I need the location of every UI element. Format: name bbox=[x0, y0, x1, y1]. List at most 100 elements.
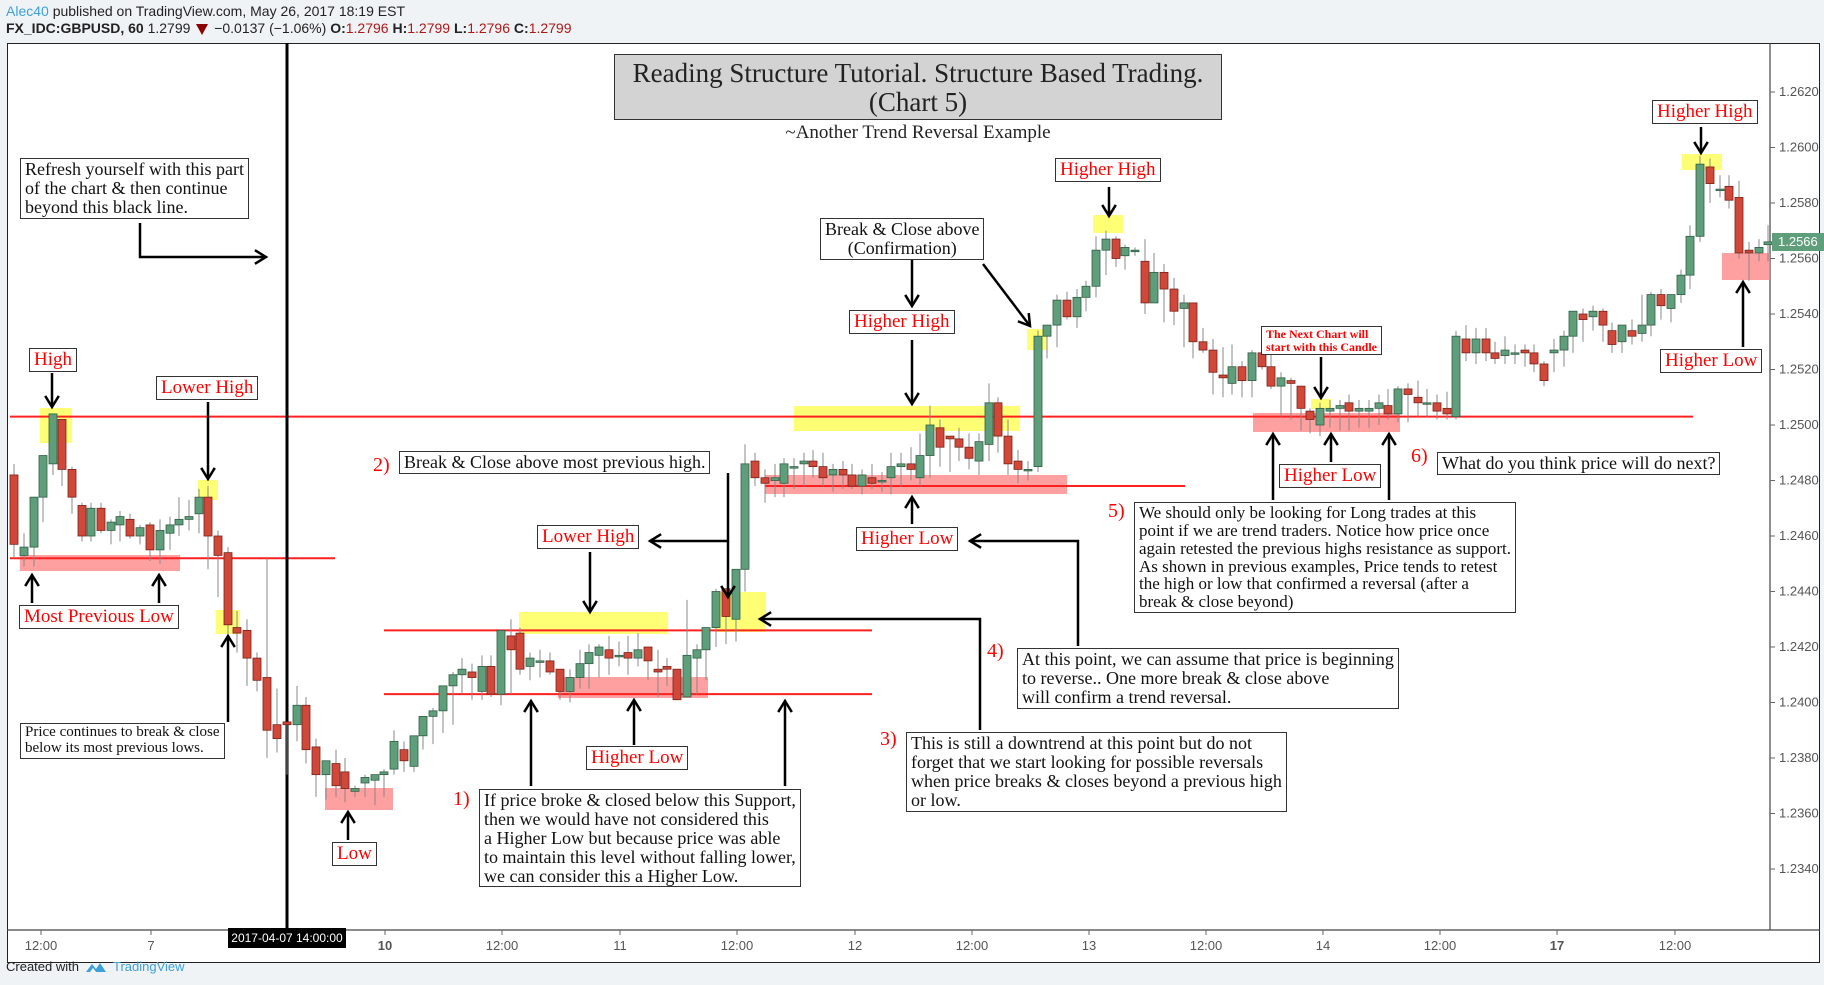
bearish-candle bbox=[1490, 352, 1500, 359]
bullish-candle bbox=[1033, 335, 1043, 468]
title-line-1: Reading Structure Tutorial. Structure Ba… bbox=[632, 58, 1204, 88]
bullish-candle bbox=[877, 480, 887, 483]
bearish-candle bbox=[1539, 363, 1549, 382]
bearish-candle bbox=[838, 468, 848, 476]
bullish-candle bbox=[1588, 310, 1598, 318]
price-tick-label: 1.2560 bbox=[1779, 251, 1819, 266]
bearish-candle bbox=[1003, 435, 1013, 465]
time-tick-label: 12:00 bbox=[486, 938, 519, 953]
support-zone bbox=[1253, 413, 1400, 432]
bearish-candle bbox=[1403, 388, 1413, 395]
bullish-candle bbox=[457, 668, 467, 676]
bullish-candle bbox=[731, 568, 741, 620]
bearish-candle bbox=[486, 666, 496, 695]
bullish-candle bbox=[682, 654, 692, 698]
author-link[interactable]: Alec40 bbox=[6, 3, 49, 19]
bearish-candle bbox=[545, 660, 555, 673]
bearish-candle bbox=[1013, 460, 1023, 470]
bearish-candle bbox=[232, 627, 242, 634]
bearish-candle bbox=[760, 477, 770, 484]
highlight-zone bbox=[1311, 399, 1331, 409]
bearish-candle bbox=[1111, 238, 1121, 259]
bullish-candle bbox=[19, 546, 29, 556]
bullish-candle bbox=[496, 629, 506, 695]
label-higher-low-2: Higher Low bbox=[1279, 464, 1382, 488]
chart-subtitle: ~Another Trend Reversal Example bbox=[785, 122, 1051, 143]
publish-text: published on TradingView.com, May 26, 20… bbox=[52, 3, 405, 19]
label-higher-low-3: Higher Low bbox=[1660, 349, 1763, 373]
bearish-candle bbox=[145, 524, 155, 551]
bearish-candle bbox=[340, 771, 350, 789]
bearish-candle bbox=[1286, 380, 1296, 384]
bullish-candle bbox=[350, 788, 360, 792]
bullish-candle bbox=[692, 649, 702, 659]
break-close-confirmation-note: Break & Close above (Confirmation) bbox=[820, 218, 985, 260]
bullish-candle bbox=[1335, 405, 1345, 409]
bearish-candle bbox=[604, 649, 614, 659]
bullish-candle bbox=[1500, 349, 1510, 357]
bullish-candle bbox=[1754, 246, 1764, 254]
bullish-candle bbox=[633, 649, 643, 659]
time-tick-label: 12:00 bbox=[721, 938, 754, 953]
arrow-lower-high-left bbox=[200, 402, 216, 482]
bullish-candle bbox=[29, 496, 39, 548]
label-lower-high-mid: Lower High bbox=[537, 525, 640, 549]
bearish-candle bbox=[301, 704, 311, 751]
label-lower-high-left: Lower High bbox=[156, 376, 259, 400]
bearish-candle bbox=[847, 474, 857, 487]
last-price: 1.2799 bbox=[147, 20, 191, 36]
down-triangle-icon bbox=[196, 23, 209, 35]
highlight-zone bbox=[1093, 215, 1123, 233]
step-4-number: 4) bbox=[987, 640, 1004, 662]
bearish-candle bbox=[399, 749, 409, 762]
support-zone bbox=[325, 788, 393, 810]
arrow-confirm-diagonal bbox=[982, 263, 1032, 328]
crosshair-time-label: 2017-04-07 14:00:00 bbox=[228, 928, 346, 948]
symbol: FX_IDC:GBPUSD, 60 bbox=[6, 20, 144, 36]
arrow-most-prev-low-1 bbox=[24, 572, 40, 603]
arrow-lower-high-mid-down bbox=[582, 552, 598, 615]
bearish-candle bbox=[1432, 402, 1442, 412]
arrow-note1-right bbox=[777, 698, 793, 786]
time-tick-label: 12:00 bbox=[1190, 938, 1223, 953]
bearish-candle bbox=[311, 746, 321, 776]
bullish-candle bbox=[1676, 274, 1686, 295]
price-tick-label: 1.2400 bbox=[1779, 695, 1819, 710]
bearish-candle bbox=[1442, 407, 1452, 415]
bullish-candle bbox=[1374, 402, 1384, 409]
created-with-text: Created with bbox=[6, 959, 79, 974]
arrow-note3 bbox=[757, 611, 982, 730]
bearish-candle bbox=[1188, 302, 1198, 343]
price-tick-label: 1.2380 bbox=[1779, 750, 1819, 765]
bullish-candle bbox=[1042, 324, 1052, 337]
time-tick-label: 13 bbox=[1082, 938, 1096, 953]
bullish-candle bbox=[1510, 352, 1520, 355]
bearish-candle bbox=[1198, 341, 1208, 351]
step-3-number: 3) bbox=[880, 728, 897, 750]
arrow-break-close-down bbox=[720, 541, 736, 600]
label-most-previous-low: Most Previous Low bbox=[19, 605, 179, 629]
bullish-candle bbox=[1315, 407, 1325, 426]
arrow-high bbox=[44, 373, 60, 410]
bearish-candle bbox=[1461, 338, 1471, 354]
price-tick-label: 1.2500 bbox=[1779, 417, 1819, 432]
tradingview-link[interactable]: TradingView bbox=[112, 959, 185, 974]
step-6-number: 6) bbox=[1411, 445, 1428, 467]
time-tick-label: 7 bbox=[147, 938, 154, 953]
next-chart-note: The Next Chart will start with this Cand… bbox=[1261, 326, 1383, 356]
bullish-candle bbox=[184, 516, 194, 520]
bearish-candle bbox=[262, 677, 272, 731]
bullish-candle bbox=[292, 704, 302, 726]
bearish-candle bbox=[1734, 197, 1744, 254]
bearish-candle bbox=[1305, 410, 1315, 420]
bearish-candle bbox=[623, 652, 633, 659]
arrow-break-close-to-lower-high bbox=[647, 473, 730, 549]
bullish-candle bbox=[165, 524, 175, 534]
low-value: 1.2796 bbox=[467, 20, 511, 36]
bullish-candle bbox=[575, 663, 585, 678]
bearish-candle bbox=[993, 402, 1003, 437]
bullish-candle bbox=[565, 677, 575, 692]
step-2-number: 2) bbox=[373, 454, 390, 476]
time-tick-label: 12 bbox=[848, 938, 862, 953]
